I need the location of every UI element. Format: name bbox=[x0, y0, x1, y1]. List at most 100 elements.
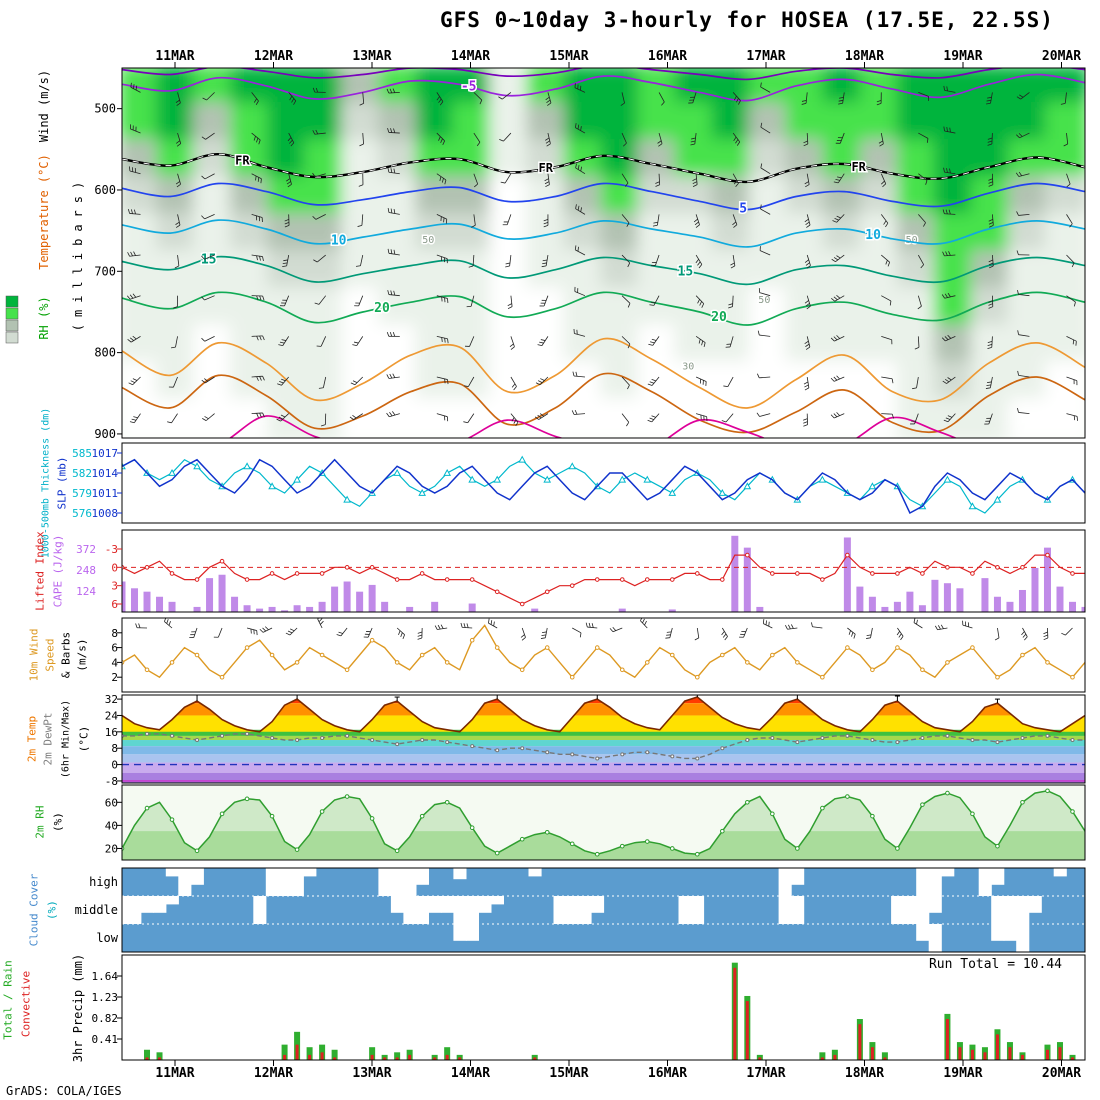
precip-tick: 1.64 bbox=[92, 970, 119, 983]
thickness-tick: 585 bbox=[72, 447, 92, 460]
cape-li-panel: -3 0 3 6 372 248 124 bbox=[76, 529, 1086, 613]
date-label-top: 19MAR bbox=[943, 49, 982, 64]
slp-series bbox=[122, 458, 1085, 515]
run-total-label: Run Total = 10.44 bbox=[928, 957, 1062, 972]
freezing-label: FR bbox=[235, 154, 250, 168]
chart-title: GFS 0~10day 3-hourly for HOSEA (17.5E, 2… bbox=[440, 8, 1054, 32]
thickness-series bbox=[122, 458, 1085, 514]
temp-band bbox=[122, 754, 1085, 763]
contour-label: 20 bbox=[374, 301, 390, 316]
contour-label: 15 bbox=[678, 264, 694, 279]
ylabel-wind10m-4: (m/s) bbox=[75, 638, 89, 672]
contour-label: 15 bbox=[201, 252, 217, 267]
date-label-top: 14MAR bbox=[451, 49, 490, 64]
date-label-top: 16MAR bbox=[648, 49, 687, 64]
contour-label: 5 bbox=[739, 202, 747, 217]
wind10m-series bbox=[122, 624, 1085, 679]
slp-tick: 1017 bbox=[92, 447, 119, 460]
date-label-bottom: 20MAR bbox=[1042, 1066, 1081, 1081]
wind-barbs bbox=[126, 82, 1078, 427]
ylabel-temperature: Temperature (°C) bbox=[37, 154, 51, 270]
date-label-top: 15MAR bbox=[549, 49, 588, 64]
date-label-bottom: 19MAR bbox=[943, 1066, 982, 1081]
pressure-tick: 600 bbox=[94, 183, 116, 197]
ylabel-cloud-pct: (%) bbox=[45, 900, 59, 920]
temp2m-tick: -8 bbox=[105, 775, 118, 788]
ylabel-wind10m-3: & Barbs bbox=[59, 631, 73, 679]
grads-credit: GrADS: COLA/IGES bbox=[6, 1084, 122, 1098]
rh2m-tick: 20 bbox=[105, 842, 118, 855]
precip-bars bbox=[144, 962, 1076, 1060]
ylabel-temp2m: 2m Temp bbox=[25, 715, 39, 763]
rh-contour-label: 50 bbox=[422, 235, 434, 246]
cape-tick: 124 bbox=[76, 585, 96, 598]
date-label-top: 12MAR bbox=[254, 49, 293, 64]
date-label-top: 13MAR bbox=[352, 49, 391, 64]
wind10m-tick: 2 bbox=[111, 671, 118, 684]
cape-bars bbox=[122, 535, 1085, 612]
li-tick: 0 bbox=[111, 561, 118, 574]
rh-contour-label: 30 bbox=[682, 362, 694, 373]
cloud-row-label-middle: middle bbox=[75, 903, 118, 917]
pressure-tick: 500 bbox=[94, 102, 116, 116]
ylabel-cloud-cover: Cloud Cover bbox=[27, 873, 41, 947]
slp-tick: 1011 bbox=[92, 487, 119, 500]
wind10m-panel: 2 46 8 bbox=[111, 617, 1086, 693]
ylabel-wind: Wind (m/s) bbox=[37, 69, 51, 143]
date-label-bottom: 14MAR bbox=[451, 1066, 490, 1081]
date-label-top: 18MAR bbox=[845, 49, 884, 64]
precip-tick: 0.41 bbox=[92, 1033, 119, 1046]
contour-label: -5 bbox=[461, 80, 477, 95]
cape-tick: 372 bbox=[76, 543, 96, 556]
x-axis: 11MAR 11MAR 12MAR 12MAR 13MAR 13MAR 14MAR 14MAR… bbox=[155, 49, 1081, 1081]
temp2m-panel: 32 24 16 8 0 -8 bbox=[105, 693, 1086, 788]
ylabel-precip-total: Total / Rain bbox=[1, 960, 15, 1040]
ylabel-rh: RH (%) bbox=[37, 296, 51, 340]
ylabel-wind10m-2: Speed bbox=[43, 638, 57, 672]
date-label-bottom: 15MAR bbox=[549, 1066, 588, 1081]
slp-tick: 1014 bbox=[92, 467, 119, 480]
freezing-label: FR bbox=[538, 161, 553, 175]
date-label-bottom: 13MAR bbox=[352, 1066, 391, 1081]
ylabel-precip-axis: 3hr Precip (mm) bbox=[71, 953, 85, 1063]
temp-band bbox=[122, 735, 1085, 741]
temp-band bbox=[122, 740, 1085, 747]
slp-thickness-panel: 1017 1014 1011 1008 585 582 579 576 bbox=[72, 442, 1086, 524]
date-label-bottom: 18MAR bbox=[845, 1066, 884, 1081]
date-label-bottom: 12MAR bbox=[254, 1066, 293, 1081]
date-label-bottom: 11MAR bbox=[155, 1066, 194, 1081]
precip-tick: 1.23 bbox=[92, 991, 119, 1004]
pressure-tick: 800 bbox=[94, 346, 116, 360]
temp-band bbox=[122, 772, 1085, 783]
cloud-row-label-low: low bbox=[96, 931, 118, 945]
ylabel-wind10m-1: 10m Wind bbox=[27, 628, 41, 682]
pressure-tick: 700 bbox=[94, 264, 116, 278]
cape-tick: 248 bbox=[76, 564, 96, 577]
pressure-tick: 900 bbox=[94, 427, 116, 441]
slp-tick: 1008 bbox=[92, 507, 119, 520]
ylabel-precip-conv: Convective bbox=[19, 970, 33, 1038]
contour-label: 20 bbox=[711, 310, 727, 325]
ylabel-rh2m-pct: (%) bbox=[51, 812, 65, 832]
rh2m-series bbox=[122, 790, 1085, 855]
temp-band bbox=[122, 762, 1085, 773]
rh2m-tick: 60 bbox=[105, 796, 118, 809]
li-tick: -3 bbox=[105, 543, 118, 556]
ylabel-degc: (°C) bbox=[77, 725, 91, 753]
rh2m-tick: 40 bbox=[105, 819, 118, 832]
precip-panel: 0.41 0.82 1.23 1.64 bbox=[92, 954, 1086, 1061]
temp-contours: -5 5 10 10 15 15 20 20 bbox=[122, 68, 1085, 438]
date-label-top: 20MAR bbox=[1042, 49, 1081, 64]
ylabel-rh2m: 2m RH bbox=[33, 805, 47, 839]
rh-contour-label: 50 bbox=[906, 235, 918, 246]
li-tick: 6 bbox=[111, 598, 118, 611]
temp-band bbox=[122, 746, 1085, 755]
ylabel-dewpt2m: 2m DewPt bbox=[41, 712, 55, 766]
ylabel-cape: CAPE (J/kg) bbox=[51, 534, 65, 608]
wind10m-barbs bbox=[122, 618, 1073, 641]
li-tick: 3 bbox=[111, 580, 118, 593]
rh-shading: 50 50 50 30 bbox=[122, 68, 1085, 438]
temp2m-tick: 32 bbox=[105, 693, 118, 706]
